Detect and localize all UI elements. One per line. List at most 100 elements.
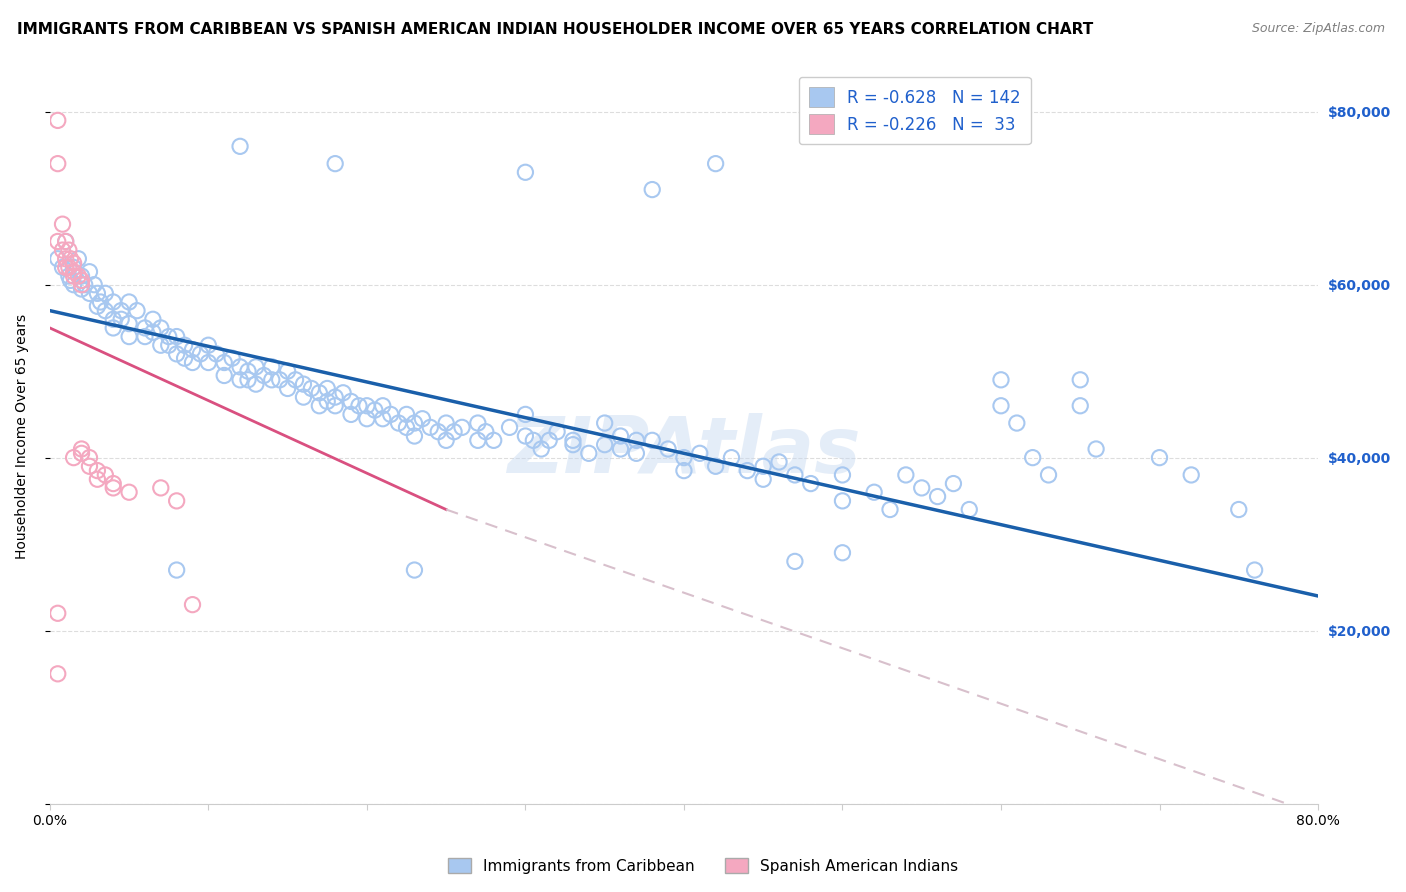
Point: [467, 416, 489, 430]
Point: [55, 260, 77, 275]
Point: [166, 494, 188, 508]
Point: [1005, 416, 1028, 430]
Point: [927, 490, 949, 504]
Point: [720, 450, 742, 465]
Point: [229, 359, 252, 374]
Point: [340, 394, 363, 409]
Point: [149, 321, 172, 335]
Point: [277, 364, 299, 378]
Point: [498, 420, 520, 434]
Point: [245, 377, 267, 392]
Point: [800, 476, 823, 491]
Point: [578, 446, 600, 460]
Point: [110, 303, 132, 318]
Point: [299, 381, 322, 395]
Point: [831, 546, 853, 560]
Point: [957, 502, 980, 516]
Point: [538, 434, 561, 448]
Point: [451, 420, 474, 434]
Point: [181, 598, 204, 612]
Point: [515, 408, 537, 422]
Point: [51, 217, 73, 231]
Point: [55, 252, 77, 266]
Point: [387, 416, 409, 430]
Point: [103, 321, 125, 335]
Point: [831, 494, 853, 508]
Point: [79, 265, 101, 279]
Point: [752, 472, 775, 486]
Point: [62, 277, 84, 292]
Point: [157, 338, 180, 352]
Point: [142, 325, 165, 339]
Point: [1180, 467, 1202, 482]
Point: [90, 295, 112, 310]
Point: [1069, 373, 1091, 387]
Point: [62, 450, 84, 465]
Point: [356, 399, 378, 413]
Point: [173, 351, 195, 366]
Point: [166, 347, 188, 361]
Point: [308, 385, 330, 400]
Point: [1085, 442, 1108, 456]
Point: [125, 303, 148, 318]
Point: [1021, 450, 1043, 465]
Point: [467, 434, 489, 448]
Point: [752, 459, 775, 474]
Point: [46, 252, 69, 266]
Point: [316, 381, 339, 395]
Point: [86, 464, 108, 478]
Point: [62, 256, 84, 270]
Point: [79, 450, 101, 465]
Point: [94, 286, 117, 301]
Point: [522, 434, 544, 448]
Point: [356, 411, 378, 425]
Point: [323, 156, 346, 170]
Point: [103, 481, 125, 495]
Point: [609, 442, 631, 456]
Point: [657, 442, 679, 456]
Point: [79, 459, 101, 474]
Point: [704, 156, 727, 170]
Point: [530, 442, 553, 456]
Point: [118, 485, 141, 500]
Point: [253, 368, 276, 383]
Point: [704, 459, 727, 474]
Point: [62, 268, 84, 283]
Point: [395, 420, 418, 434]
Point: [197, 338, 219, 352]
Point: [212, 355, 235, 369]
Point: [118, 295, 141, 310]
Point: [672, 464, 695, 478]
Point: [110, 312, 132, 326]
Point: [166, 329, 188, 343]
Point: [221, 351, 243, 366]
Point: [323, 390, 346, 404]
Point: [157, 329, 180, 343]
Point: [593, 416, 616, 430]
Point: [181, 355, 204, 369]
Point: [134, 321, 156, 335]
Point: [404, 429, 426, 443]
Point: [768, 455, 790, 469]
Point: [515, 429, 537, 443]
Legend: Immigrants from Caribbean, Spanish American Indians: Immigrants from Caribbean, Spanish Ameri…: [441, 852, 965, 880]
Point: [46, 113, 69, 128]
Point: [672, 450, 695, 465]
Point: [173, 338, 195, 352]
Point: [83, 277, 105, 292]
Point: [427, 425, 450, 439]
Point: [197, 355, 219, 369]
Point: [46, 607, 69, 621]
Point: [86, 299, 108, 313]
Point: [67, 268, 90, 283]
Point: [1243, 563, 1265, 577]
Point: [62, 260, 84, 275]
Point: [609, 429, 631, 443]
Point: [737, 464, 759, 478]
Point: [212, 368, 235, 383]
Point: [641, 434, 664, 448]
Point: [67, 252, 90, 266]
Point: [292, 390, 315, 404]
Point: [149, 481, 172, 495]
Point: [347, 399, 370, 413]
